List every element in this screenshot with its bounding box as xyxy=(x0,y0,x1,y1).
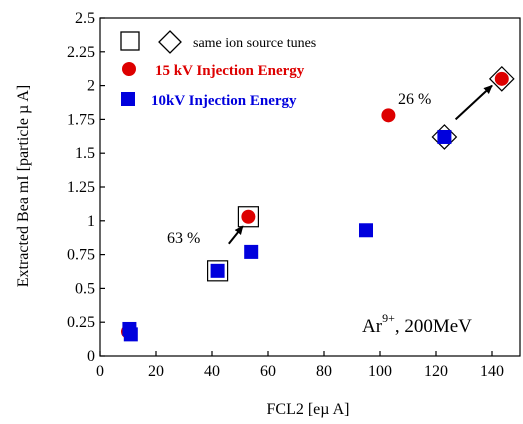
percent-label-63: 63 % xyxy=(167,230,200,247)
legend-10kv-marker xyxy=(121,92,135,106)
x-axis-title: FCL2 [eµ A] xyxy=(267,401,350,418)
y-axis-title: Extracted Bea mI [particle µ A] xyxy=(15,85,32,287)
point-10kv xyxy=(123,327,138,342)
percent-label-26: 26 % xyxy=(398,91,431,108)
x-tick-label: 80 xyxy=(316,363,332,380)
annotation-arrow xyxy=(228,225,244,245)
y-tick-label: 0.25 xyxy=(67,314,95,331)
y-tick-label: 1.75 xyxy=(67,111,95,128)
same-tune-square xyxy=(207,260,229,282)
arrows xyxy=(228,84,493,245)
y-tick-label: 1.5 xyxy=(75,145,95,162)
point-15kv xyxy=(494,71,509,86)
same-tune-outlines xyxy=(207,65,515,282)
x-tick-label: 40 xyxy=(204,363,220,380)
legend: same ion source tunes 15 kV Injection En… xyxy=(120,30,316,109)
same-tune-square xyxy=(237,206,259,228)
y-tick-label: 0.5 xyxy=(75,280,95,297)
y-tick-label: 2.25 xyxy=(67,44,95,61)
y-tick-label: 1 xyxy=(87,213,95,230)
y-tick-label: 0.75 xyxy=(67,247,95,264)
point-10kv xyxy=(437,129,452,144)
point-10kv xyxy=(210,263,225,278)
y-tick-label: 1.25 xyxy=(67,179,95,196)
x-tick-label: 60 xyxy=(260,363,276,380)
legend-tunes-label: same ion source tunes xyxy=(193,36,316,51)
legend-10kv-label: 10kV Injection Energy xyxy=(151,93,297,109)
point-15kv xyxy=(241,209,256,224)
y-tick-label: 2.5 xyxy=(75,10,95,27)
ion-symbol: Ar xyxy=(362,316,383,337)
legend-15kv-marker xyxy=(122,62,136,76)
same-tune-diamond xyxy=(488,65,515,92)
ion-label: Ar9+, 200MeV xyxy=(362,311,472,337)
x-tick-label: 0 xyxy=(96,363,104,380)
x-tick-label: 100 xyxy=(368,363,392,380)
ion-energy: , 200MeV xyxy=(395,316,472,337)
point-10kv xyxy=(359,223,373,238)
same-tune-diamond xyxy=(431,124,458,150)
point-10kv xyxy=(244,244,259,259)
data-points xyxy=(121,71,509,342)
y-tick-group: 0 0.25 0.5 0.75 1 1.25 1.5 1.75 2 2.25 2.5 xyxy=(67,10,105,365)
x-tick-label: 20 xyxy=(148,363,164,380)
x-tick-label: 140 xyxy=(480,363,504,380)
legend-square-marker xyxy=(120,31,140,51)
point-15kv xyxy=(381,108,396,123)
annotation-arrow xyxy=(454,84,493,121)
ion-charge: 9+ xyxy=(382,311,395,325)
y-tick-label: 0 xyxy=(87,348,95,365)
x-tick-group: 0 20 40 60 80 100 120 140 xyxy=(96,351,504,380)
x-tick-label: 120 xyxy=(424,363,448,380)
legend-15kv-label: 15 kV Injection Energy xyxy=(155,63,305,79)
y-tick-label: 2 xyxy=(87,78,95,95)
legend-diamond-marker xyxy=(158,30,182,54)
